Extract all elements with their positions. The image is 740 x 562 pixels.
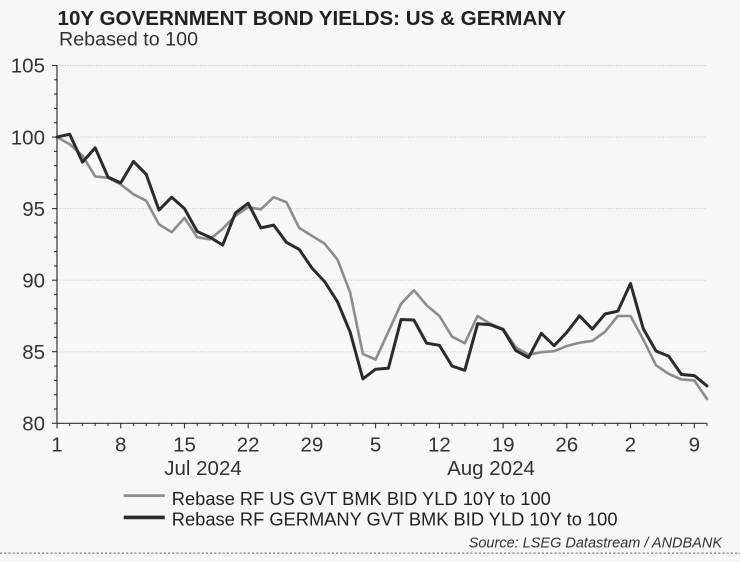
svg-text:1: 1	[51, 434, 62, 457]
svg-text:80: 80	[22, 413, 45, 436]
svg-text:Source: LSEG Datastream / ANDB: Source: LSEG Datastream / ANDBANK	[469, 536, 724, 552]
svg-text:19: 19	[492, 434, 515, 457]
svg-text:29: 29	[300, 434, 323, 457]
svg-text:85: 85	[22, 341, 45, 364]
svg-text:Rebase RF US GVT BMK BID YLD 1: Rebase RF US GVT BMK BID YLD 10Y to 100	[172, 488, 551, 509]
svg-text:10Y GOVERNMENT BOND YIELDS: US: 10Y GOVERNMENT BOND YIELDS: US & GERMANY	[58, 7, 567, 30]
svg-text:5: 5	[370, 434, 381, 457]
svg-text:8: 8	[115, 434, 126, 457]
svg-text:Jul 2024: Jul 2024	[164, 457, 242, 480]
svg-text:95: 95	[22, 198, 45, 221]
svg-text:22: 22	[237, 434, 260, 457]
svg-text:100: 100	[11, 126, 45, 149]
svg-text:12: 12	[428, 434, 451, 457]
svg-text:90: 90	[22, 269, 45, 292]
svg-text:Rebased to 100: Rebased to 100	[59, 28, 198, 50]
svg-text:9: 9	[689, 434, 700, 457]
svg-text:2: 2	[625, 434, 636, 457]
svg-text:15: 15	[173, 434, 196, 457]
svg-text:Rebase RF GERMANY GVT BMK BID: Rebase RF GERMANY GVT BMK BID YLD 10Y to…	[172, 508, 618, 529]
svg-text:26: 26	[555, 434, 578, 457]
svg-text:Aug 2024: Aug 2024	[447, 457, 535, 480]
svg-text:105: 105	[11, 55, 45, 78]
